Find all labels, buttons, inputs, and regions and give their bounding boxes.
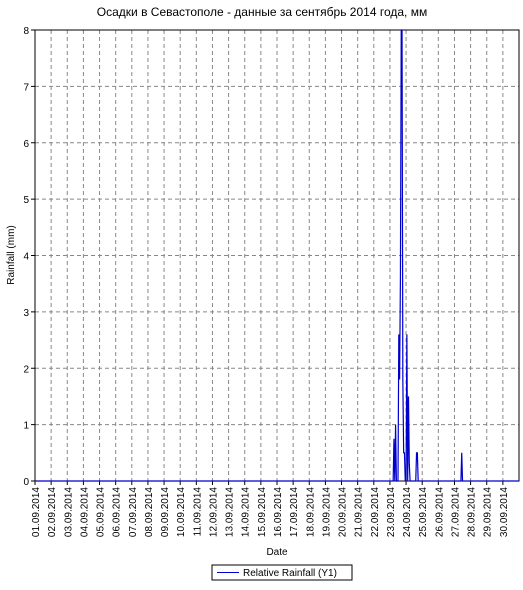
x-tick-label: 04.09.2014 (79, 487, 90, 537)
x-tick-label: 30.09.2014 (499, 487, 510, 537)
y-tick-label: 8 (23, 26, 29, 37)
x-axis-label: Date (266, 547, 288, 558)
x-tick-label: 11.09.2014 (192, 487, 203, 537)
y-tick-label: 4 (23, 252, 29, 263)
x-tick-label: 13.09.2014 (225, 487, 236, 537)
x-tick-label: 12.09.2014 (208, 487, 219, 537)
x-tick-label: 15.09.2014 (257, 487, 268, 537)
x-tick-label: 02.09.2014 (47, 487, 58, 537)
y-tick-label: 0 (23, 477, 29, 488)
rainfall-line (35, 29, 519, 482)
y-tick-label: 2 (23, 364, 29, 375)
y-tick-label: 7 (23, 82, 29, 93)
legend: Relative Rainfall (Y1) (211, 564, 353, 581)
legend-label: Relative Rainfall (Y1) (243, 568, 337, 579)
x-tick-label: 20.09.2014 (338, 487, 349, 537)
x-tick-label: 01.09.2014 (31, 487, 42, 537)
x-tick-label: 07.09.2014 (128, 487, 139, 537)
y-tick-label: 5 (23, 195, 29, 206)
y-axis-label: Rainfall (mm) (6, 225, 17, 284)
x-tick-label: 22.09.2014 (370, 487, 381, 537)
chart-title: Осадки в Севастополе - данные за сентябр… (97, 5, 427, 19)
x-tick-label: 27.09.2014 (450, 487, 461, 537)
x-tick-label: 19.09.2014 (321, 487, 332, 537)
x-tick-label: 10.09.2014 (176, 487, 187, 537)
x-tick-label: 21.09.2014 (354, 487, 365, 537)
x-tick-label: 05.09.2014 (96, 487, 107, 537)
legend-box (211, 564, 353, 581)
x-tick-label: 03.09.2014 (63, 487, 74, 537)
x-tick-label: 24.09.2014 (402, 487, 413, 537)
x-tick-label: 25.09.2014 (418, 487, 429, 537)
x-tick-label: 06.09.2014 (112, 487, 123, 537)
y-tick-label: 6 (23, 139, 29, 150)
x-tick-label: 26.09.2014 (434, 487, 445, 537)
x-tick-label: 16.09.2014 (273, 487, 284, 537)
x-tick-label: 18.09.2014 (305, 487, 316, 537)
y-tick-label: 1 (23, 421, 29, 432)
x-tick-label: 28.09.2014 (467, 487, 478, 537)
x-tick-label: 29.09.2014 (483, 487, 494, 537)
x-tick-label: 09.09.2014 (160, 487, 171, 537)
x-tick-label: 14.09.2014 (241, 487, 252, 537)
x-tick-label: 23.09.2014 (386, 487, 397, 537)
x-tick-label: 17.09.2014 (289, 487, 300, 537)
x-tick-label: 08.09.2014 (144, 487, 155, 537)
y-tick-label: 3 (23, 308, 29, 319)
